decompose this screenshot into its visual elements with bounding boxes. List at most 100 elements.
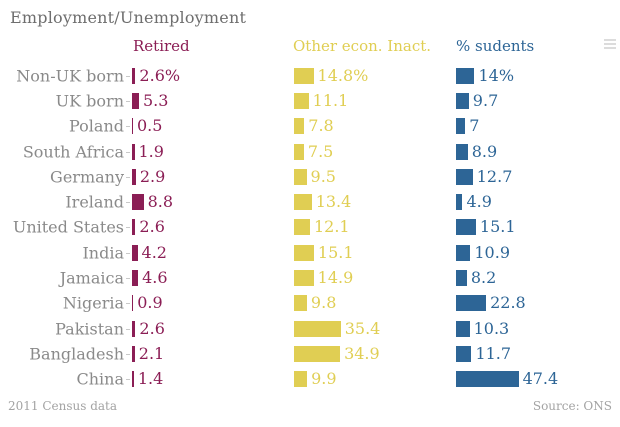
bar-other-econ-inact (294, 143, 304, 160)
value-label: 8.2 (470, 268, 497, 288)
bar-retired (132, 67, 136, 84)
value-label: 47.4 (522, 369, 559, 389)
bar-sudents (456, 143, 468, 160)
category-label: United States (12, 217, 124, 237)
category-label: Non-UK born (16, 66, 124, 86)
column-header-retired: Retired (133, 37, 190, 55)
bar-group-sudents: 4.9 (456, 192, 492, 212)
value-label: 5.3 (142, 90, 169, 110)
bar-group-retired: 2.1 (132, 343, 165, 363)
value-label: 0.9 (137, 293, 163, 313)
bar-group-retired: 4.6 (132, 270, 168, 287)
axis-tick (126, 100, 130, 102)
axis-tick (126, 252, 130, 254)
axis-tick (126, 278, 130, 280)
bar-group-retired: 5.3 (132, 90, 169, 110)
bar-retired (132, 118, 133, 135)
value-label: 10.3 (473, 318, 510, 338)
bar-group-sudents: 10.3 (456, 318, 510, 338)
bar-other-econ-inact (294, 194, 312, 211)
value-label: 15.1 (479, 217, 516, 237)
bar-group-sudents: 22.8 (456, 295, 526, 312)
menu-icon[interactable] (604, 39, 616, 51)
value-label: 9.7 (472, 90, 499, 110)
bar-other-econ-inact (294, 168, 307, 185)
value-label: 11.1 (312, 90, 349, 110)
value-label: 9.9 (311, 369, 337, 389)
chart-row: China 1.4 9.9 47.4 (0, 367, 620, 392)
axis-tick (126, 126, 130, 128)
value-label: 2.1 (138, 343, 165, 363)
value-label: 4.9 (466, 192, 492, 212)
bar-sudents (456, 270, 467, 287)
axis-tick (126, 303, 130, 305)
source: Source: ONS (532, 399, 612, 413)
bar-group-retired: 2.6 (132, 320, 165, 337)
value-label: 7 (469, 116, 480, 136)
bar-group-other-econ-inact: 34.9 (294, 345, 380, 362)
axis-tick (126, 328, 130, 330)
chart-row: India 4.2 15.1 10.9 (0, 240, 620, 265)
bar-sudents (456, 168, 473, 185)
bar-group-other-econ-inact: 12.1 (294, 217, 350, 237)
bar-other-econ-inact (294, 244, 314, 261)
value-label: 13.4 (315, 192, 352, 212)
bar-sudents (456, 295, 487, 312)
bar-group-other-econ-inact: 14.8% (294, 67, 368, 84)
bar-group-other-econ-inact: 11.1 (294, 90, 349, 110)
axis-tick (126, 176, 130, 178)
axis-tick (126, 379, 130, 381)
value-label: 15.1 (317, 242, 354, 262)
value-label: 9.5 (310, 166, 336, 186)
value-label: 14.9 (317, 268, 354, 288)
bar-other-econ-inact (294, 345, 341, 362)
bar-sudents (456, 345, 472, 362)
bar-group-other-econ-inact: 15.1 (294, 242, 354, 262)
value-label: 2.9 (139, 166, 166, 186)
value-label: 2.6 (139, 217, 165, 237)
bar-other-econ-inact (294, 371, 308, 388)
chart-row: Bangladesh 2.1 34.9 11.7 (0, 341, 620, 366)
bar-group-other-econ-inact: 9.5 (294, 166, 336, 186)
bar-sudents (456, 320, 470, 337)
chart-row: South Africa 1.9 7.5 8.9 (0, 139, 620, 164)
value-label: 10.9 (474, 242, 510, 262)
footnote: 2011 Census data (8, 399, 118, 413)
bar-group-sudents: 8.2 (456, 268, 497, 288)
category-label: China (76, 369, 124, 389)
bar-retired (132, 143, 135, 160)
bar-other-econ-inact (294, 270, 314, 287)
bar-group-other-econ-inact: 13.4 (294, 192, 352, 212)
bar-sudents (456, 118, 466, 135)
value-label: 11.7 (475, 343, 512, 363)
bar-retired (132, 320, 136, 337)
bar-sudents (456, 371, 519, 388)
chart-title: Employment/Unemployment (10, 8, 247, 27)
bar-sudents (456, 92, 469, 109)
bar-group-other-econ-inact: 35.4 (294, 320, 380, 337)
bar-group-retired: 0.5 (132, 118, 162, 135)
value-label: 14% (478, 65, 515, 85)
bar-retired (132, 244, 138, 261)
category-label: South Africa (22, 142, 124, 162)
bar-group-sudents: 47.4 (456, 369, 559, 389)
category-label: Germany (50, 167, 124, 187)
value-label: 4.2 (141, 242, 167, 262)
bar-retired (132, 371, 134, 388)
chart-row: Ireland 8.8 13.4 4.9 (0, 189, 620, 214)
category-label: Pakistan (55, 319, 124, 339)
chart-row: Pakistan 2.6 35.4 10.3 (0, 316, 620, 341)
bar-group-retired: 2.6% (132, 65, 181, 85)
value-label: 2.6% (139, 65, 181, 85)
bar-sudents (456, 219, 476, 236)
bar-group-sudents: 10.9 (456, 242, 510, 262)
chart-rows: Non-UK born 2.6% 14.8% 14% UK born 5.3 11.1 9.7… (0, 63, 620, 392)
bar-group-sudents: 9.7 (456, 90, 499, 110)
bar-group-other-econ-inact: 9.8 (294, 295, 336, 312)
chart-row: Jamaica 4.6 14.9 8.2 (0, 265, 620, 290)
bar-retired (132, 295, 134, 312)
value-label: 12.1 (313, 217, 350, 237)
bar-group-sudents: 7 (456, 116, 480, 136)
axis-tick (126, 75, 130, 77)
